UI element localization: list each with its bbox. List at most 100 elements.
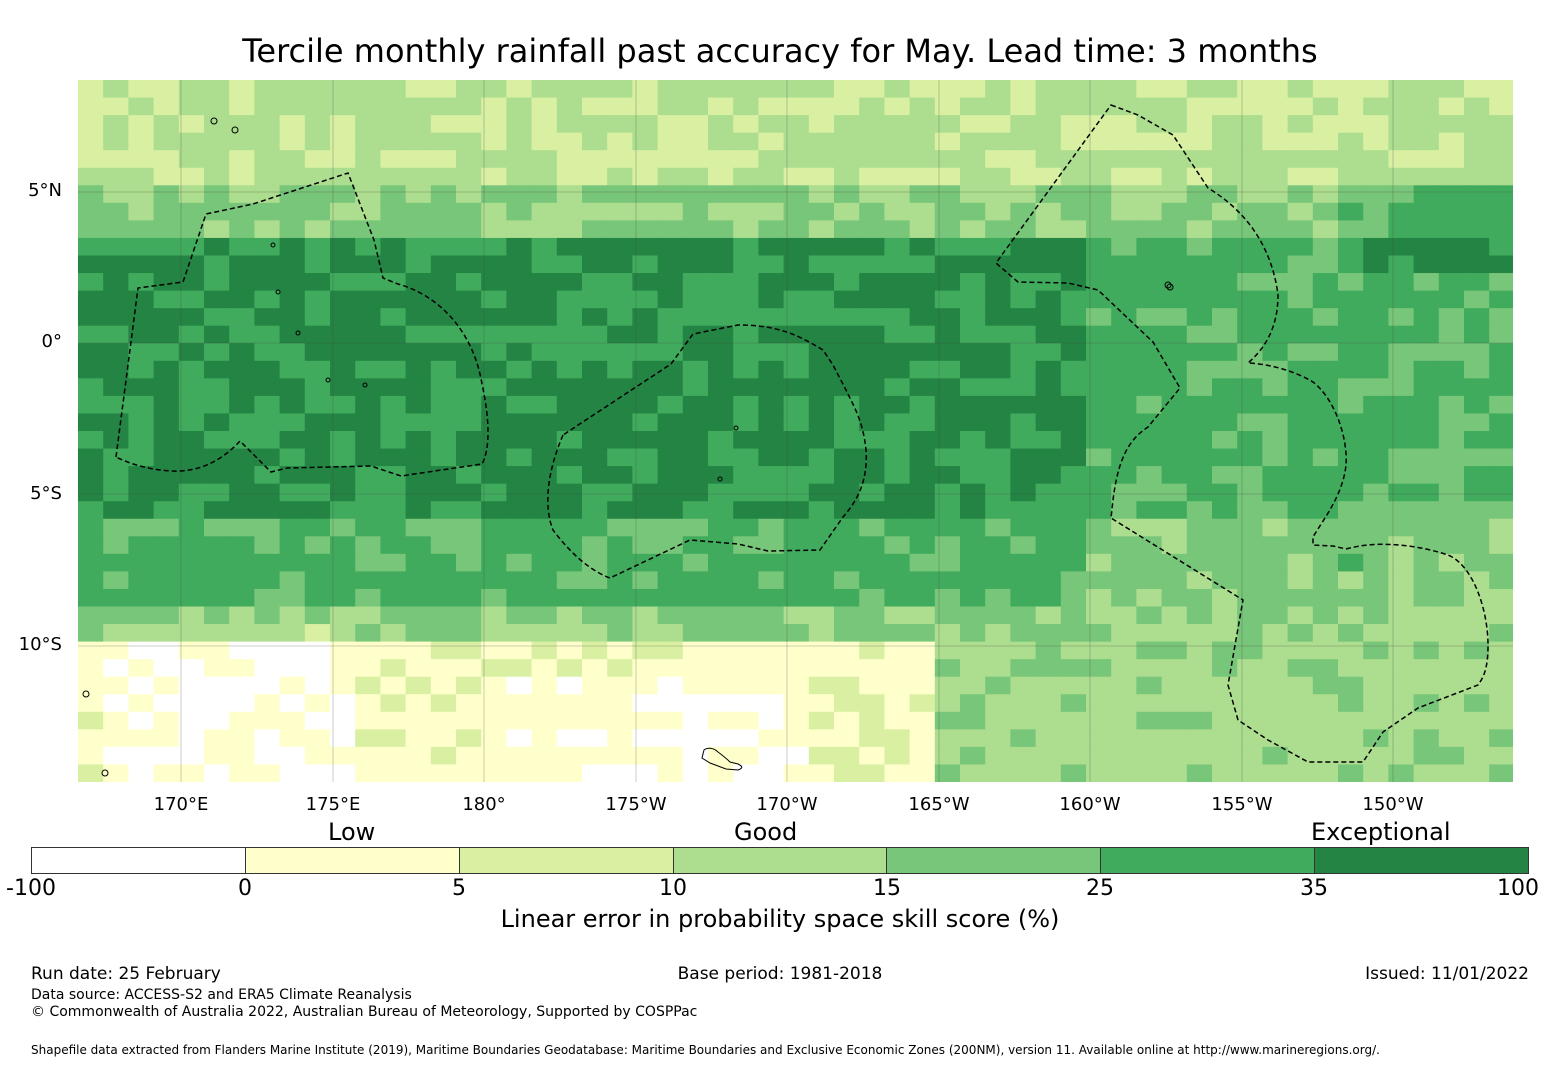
skill-cell	[304, 132, 331, 151]
skill-cell	[178, 290, 205, 309]
skill-cell	[607, 115, 633, 134]
skill-cell	[783, 185, 810, 204]
skill-cell	[1237, 308, 1263, 327]
skill-cell	[1060, 150, 1087, 169]
skill-cell	[279, 536, 306, 555]
skill-cell	[153, 237, 180, 256]
skill-cell	[632, 255, 659, 274]
island-samoa	[701, 747, 743, 771]
skill-cell	[153, 466, 180, 485]
skill-cell	[153, 80, 180, 99]
skill-cell	[682, 483, 709, 502]
skill-cell	[128, 466, 155, 485]
skill-cell	[632, 167, 659, 186]
skill-cell	[1262, 571, 1289, 590]
skill-cell	[985, 150, 1011, 169]
skill-cell	[607, 659, 633, 678]
skill-cell	[430, 641, 457, 660]
skill-cell	[556, 746, 583, 765]
skill-cell	[582, 606, 608, 625]
skill-cell	[859, 571, 885, 590]
skill-cell	[1413, 483, 1440, 502]
skill-cell	[758, 659, 785, 678]
skill-cell	[834, 150, 860, 169]
skill-cell	[1363, 694, 1389, 713]
skill-cell	[481, 746, 507, 765]
skill-cell	[1464, 659, 1490, 678]
skill-cell	[909, 378, 936, 397]
skill-cell	[1086, 220, 1112, 239]
skill-cell	[1438, 501, 1465, 520]
skill-cell	[1136, 150, 1163, 169]
skill-cell	[834, 273, 860, 292]
skill-cell	[178, 764, 205, 782]
skill-cell	[859, 167, 885, 186]
skill-cell	[582, 466, 608, 485]
skill-cell	[204, 378, 230, 397]
skill-cell	[733, 80, 759, 99]
skill-cell	[1212, 150, 1238, 169]
run-date: Run date: 25 February	[31, 964, 221, 984]
skill-cell	[254, 202, 281, 221]
skill-cell	[1237, 360, 1263, 379]
skill-cell	[1489, 466, 1513, 485]
skill-cell	[204, 150, 230, 169]
skill-cell	[985, 115, 1011, 134]
skill-cell	[1010, 641, 1037, 660]
skill-cell	[1338, 764, 1364, 782]
skill-cell	[1111, 185, 1137, 204]
skill-cell	[153, 185, 180, 204]
skill-cell	[1338, 659, 1364, 678]
skill-cell	[1363, 150, 1389, 169]
skill-cell	[960, 413, 986, 432]
skill-cell	[78, 325, 104, 344]
skill-cell	[1237, 711, 1263, 730]
skill-cell	[1136, 360, 1163, 379]
skill-cell	[279, 431, 306, 450]
skill-cell	[330, 255, 356, 274]
skill-cell	[808, 150, 835, 169]
skill-cell	[758, 448, 785, 467]
skill-cell	[128, 501, 155, 520]
skill-cell	[758, 308, 785, 327]
skill-cell	[1489, 729, 1513, 748]
skill-cell	[884, 588, 911, 607]
skill-cell	[531, 132, 558, 151]
skill-cell	[1111, 237, 1137, 256]
skill-cell	[1136, 115, 1163, 134]
skill-cell	[229, 553, 255, 572]
skill-cell	[1338, 413, 1364, 432]
skill-cell	[103, 571, 129, 590]
skill-cell	[1438, 115, 1465, 134]
skill-cell	[1237, 729, 1263, 748]
skill-cell	[1287, 483, 1314, 502]
skill-cell	[1438, 308, 1465, 327]
skill-cell	[834, 115, 860, 134]
skill-cell	[103, 606, 129, 625]
skill-cell	[1035, 466, 1062, 485]
skill-cell	[859, 501, 885, 520]
skill-cell	[884, 536, 911, 555]
skill-cell	[1413, 202, 1440, 221]
skill-map[interactable]	[78, 80, 1513, 782]
skill-cell	[1060, 343, 1087, 362]
skill-cell	[708, 220, 734, 239]
skill-cell	[103, 624, 129, 643]
skill-cell	[909, 290, 936, 309]
skill-cell	[1035, 220, 1062, 239]
skill-cell	[481, 202, 507, 221]
skill-cell	[1388, 711, 1415, 730]
skill-cell	[279, 694, 306, 713]
colorbar-segment	[1101, 848, 1316, 873]
skill-cell	[153, 711, 180, 730]
skill-cell	[330, 395, 356, 414]
skill-cell	[456, 571, 482, 590]
skill-cell	[632, 395, 659, 414]
skill-cell	[783, 711, 810, 730]
skill-cell	[405, 202, 432, 221]
skill-cell	[229, 641, 255, 660]
skill-cell	[405, 746, 432, 765]
skill-cell	[506, 536, 533, 555]
skill-cell	[103, 80, 129, 99]
skill-cell	[78, 711, 104, 730]
